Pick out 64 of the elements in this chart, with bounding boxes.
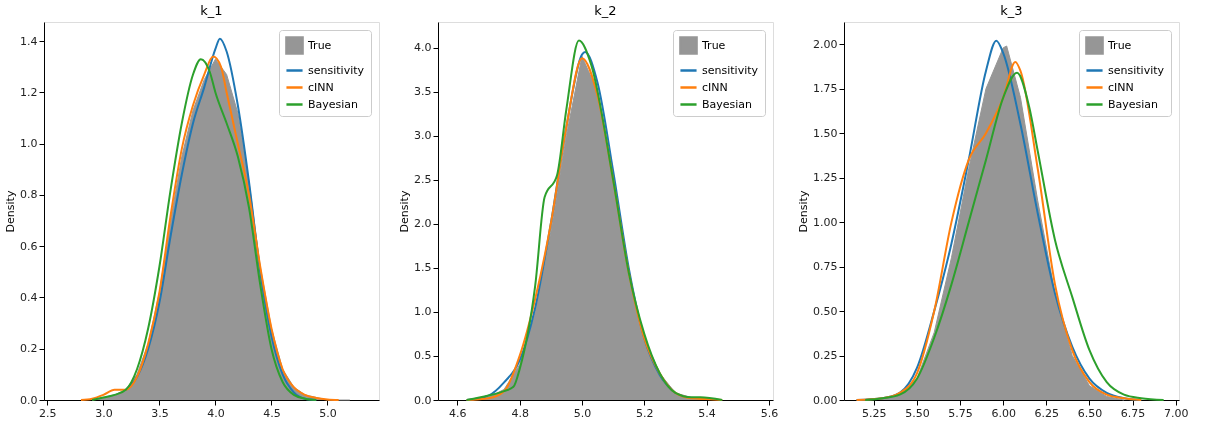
y-tick-label: 2.00: [813, 37, 838, 51]
y-tick-label: 0.5: [414, 349, 432, 363]
x-tick-label: 6.75: [1120, 406, 1146, 420]
x-tick-label: 5.2: [636, 406, 654, 420]
y-tick-label: 0.8: [20, 188, 38, 202]
x-tick-label: 5.75: [948, 406, 973, 420]
legend-label: Bayesian: [1108, 97, 1159, 111]
x-tick-label: 5.4: [698, 406, 716, 420]
legend-label: sensitivity: [308, 63, 365, 77]
y-tick-label: 3.0: [414, 129, 432, 143]
y-tick-label: 1.0: [20, 137, 38, 151]
x-tick-label: 2.5: [39, 406, 57, 420]
y-tick-label: 2.0: [414, 217, 432, 231]
y-tick-label: 0.25: [813, 349, 838, 363]
x-tick-label: 4.6: [449, 406, 467, 420]
y-tick-label: 3.5: [414, 85, 432, 99]
x-tick-label: 5.0: [319, 406, 337, 420]
y-tick-label: 0.2: [20, 342, 38, 356]
x-tick-label: 5.25: [862, 406, 887, 420]
y-tick-label: 0.0: [20, 393, 38, 407]
x-tick-label: 6.00: [991, 406, 1016, 420]
y-axis-title: Density: [4, 190, 18, 233]
y-tick-label: 0.0: [414, 393, 432, 407]
y-tick-label: 1.2: [20, 85, 38, 99]
y-tick-label: 1.50: [813, 126, 838, 140]
legend-label: sensitivity: [1108, 63, 1165, 77]
chart-title: k_1: [200, 3, 223, 18]
y-tick-label: 1.00: [813, 215, 838, 229]
y-tick-label: 4.0: [414, 41, 432, 55]
x-tick-label: 7.00: [1163, 406, 1189, 420]
y-tick-label: 0.50: [813, 304, 838, 318]
y-tick-label: 1.75: [813, 82, 838, 96]
x-tick-label: 5.6: [760, 406, 779, 420]
x-tick-label: 6.50: [1077, 406, 1103, 420]
x-tick-label: 5.0: [573, 406, 592, 420]
x-tick-label: 3.5: [151, 406, 169, 420]
y-tick-label: 1.25: [813, 171, 838, 185]
x-tick-label: 6.25: [1034, 406, 1060, 420]
y-tick-label: 0.00: [813, 393, 838, 407]
chart-title: k_2: [594, 3, 617, 18]
y-tick-label: 1.4: [20, 34, 38, 48]
y-tick-label: 1.5: [414, 261, 432, 275]
legend-label: cINN: [1108, 80, 1134, 94]
x-tick-label: 4.5: [263, 406, 281, 420]
legend-label: cINN: [308, 80, 334, 94]
legend-label: Bayesian: [702, 97, 753, 111]
legend-label: cINN: [702, 80, 728, 94]
x-tick-label: 4.8: [511, 406, 529, 420]
chart-title: k_3: [1000, 3, 1023, 18]
y-tick-label: 1.0: [414, 305, 432, 319]
legend-label: True: [1107, 38, 1132, 52]
x-tick-label: 3.0: [95, 406, 113, 420]
y-axis-title: Density: [398, 190, 412, 233]
y-tick-label: 0.4: [20, 290, 38, 304]
y-tick-label: 2.5: [414, 173, 432, 187]
legend-label: Bayesian: [308, 97, 359, 111]
legend-label: True: [701, 38, 726, 52]
legend-label: True: [307, 38, 332, 52]
x-tick-label: 4.0: [207, 406, 225, 420]
x-tick-label: 5.50: [905, 406, 930, 420]
legend-label: sensitivity: [702, 63, 759, 77]
y-tick-label: 0.6: [20, 239, 38, 253]
y-axis-title: Density: [797, 190, 811, 233]
y-tick-label: 0.75: [813, 260, 838, 274]
